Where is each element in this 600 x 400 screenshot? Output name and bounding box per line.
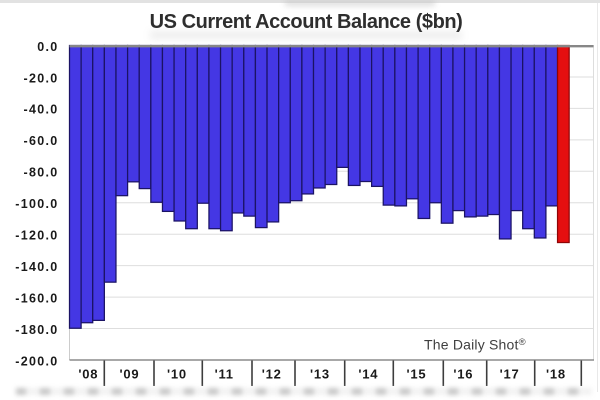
svg-text:-40.0: -40.0 [24, 103, 59, 117]
svg-text:'08: '08 [78, 367, 98, 382]
svg-text:'12: '12 [262, 367, 282, 382]
svg-text:'17: '17 [500, 367, 520, 382]
svg-text:-60.0: -60.0 [24, 134, 59, 148]
svg-text:-140.0: -140.0 [15, 260, 58, 274]
svg-text:'15: '15 [407, 367, 427, 382]
svg-text:'18: '18 [546, 367, 566, 382]
svg-text:'10: '10 [167, 367, 187, 382]
svg-text:US Current Account Balance ($b: US Current Account Balance ($bn) [150, 11, 463, 33]
svg-text:0.0: 0.0 [37, 40, 58, 54]
svg-text:-80.0: -80.0 [24, 166, 59, 180]
svg-text:-200.0: -200.0 [15, 354, 58, 368]
svg-text:-20.0: -20.0 [24, 71, 59, 85]
svg-text:'16: '16 [453, 367, 473, 382]
svg-text:'11: '11 [215, 367, 234, 382]
svg-text:'14: '14 [358, 367, 378, 382]
svg-text:'09: '09 [120, 367, 140, 382]
svg-text:-100.0: -100.0 [15, 197, 58, 211]
svg-text:-120.0: -120.0 [15, 229, 58, 243]
svg-text:'13: '13 [310, 367, 330, 382]
svg-text:-180.0: -180.0 [15, 323, 58, 337]
svg-text:The Daily Shot®: The Daily Shot® [424, 337, 526, 353]
svg-text:-160.0: -160.0 [15, 291, 58, 305]
